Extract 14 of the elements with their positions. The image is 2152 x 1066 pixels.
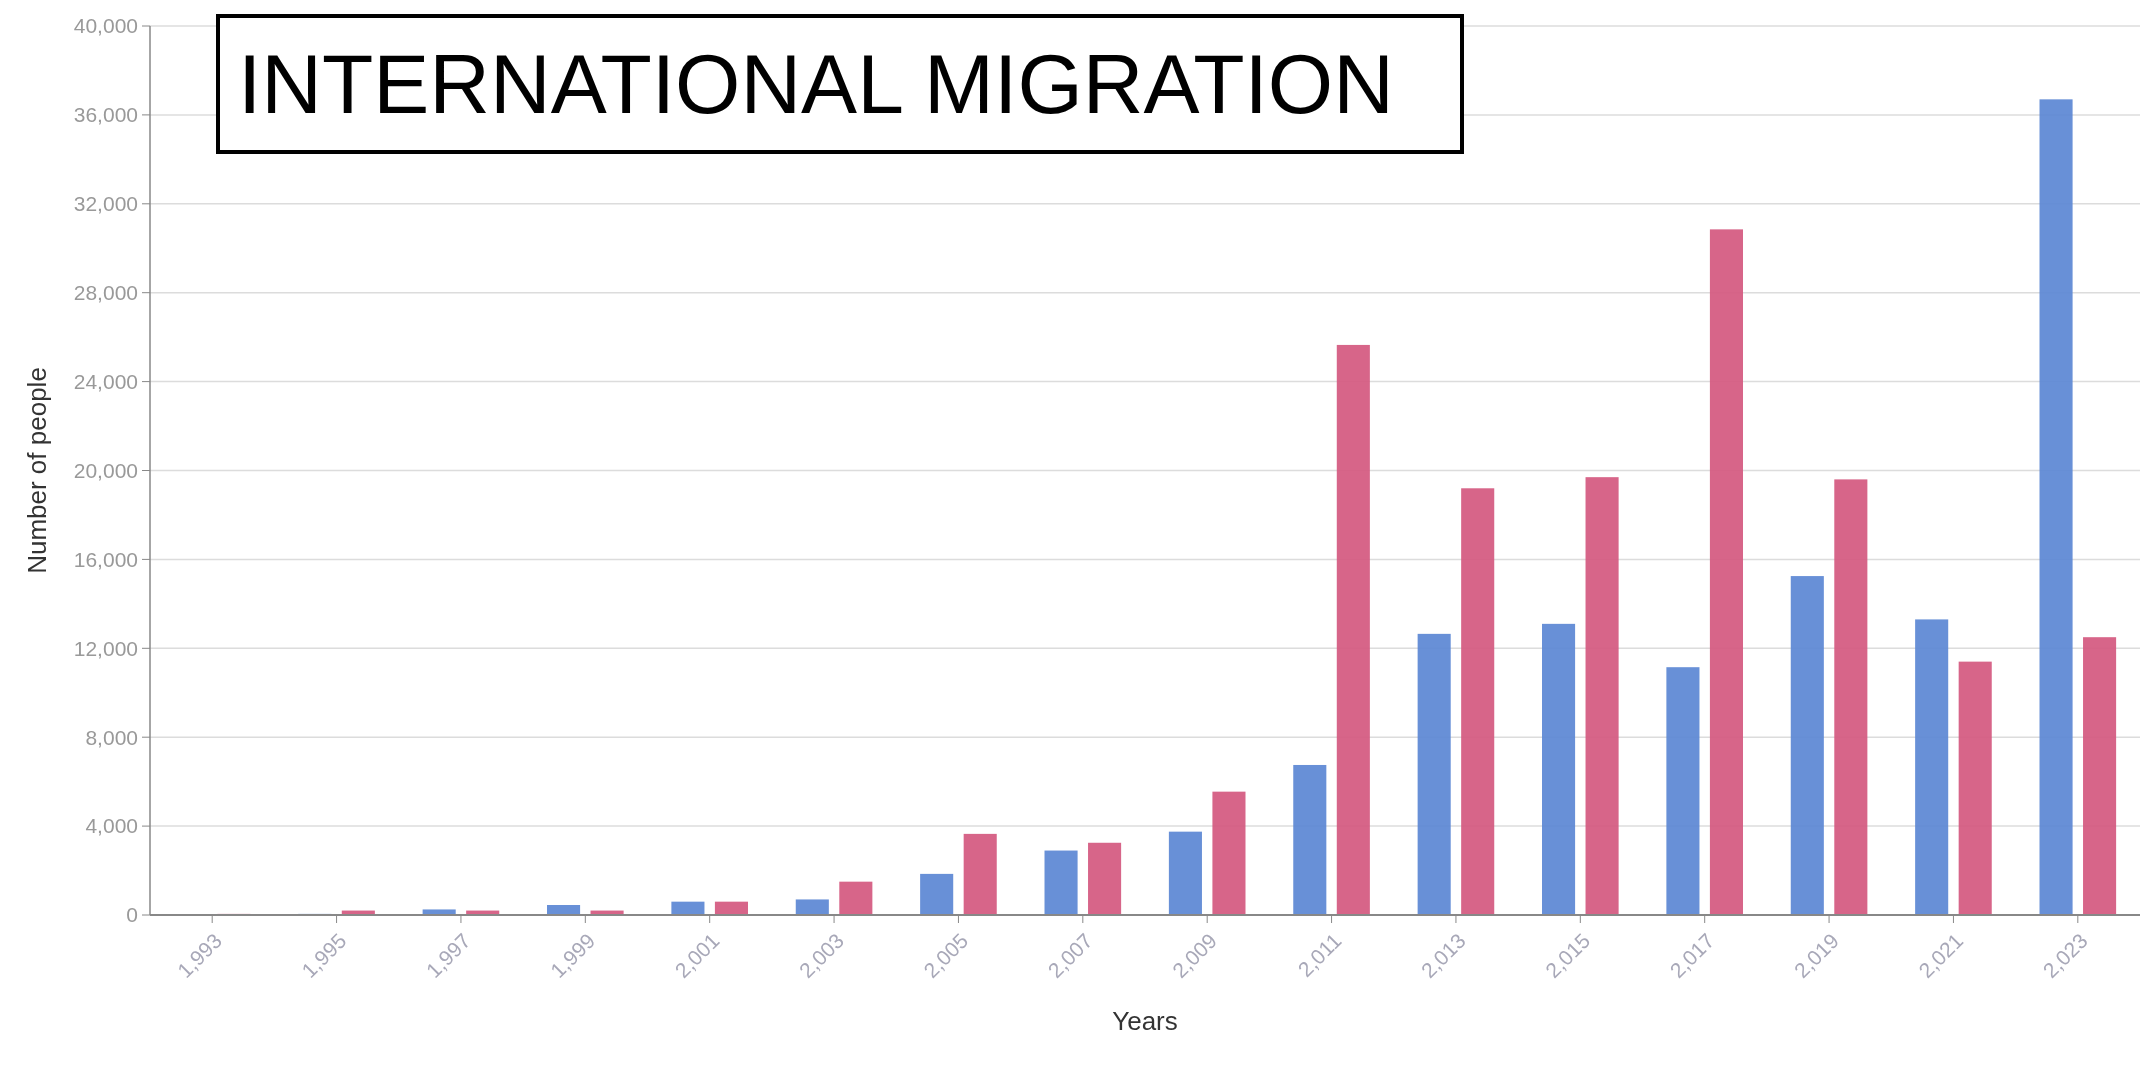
y-axis-title: Number of people: [22, 367, 52, 574]
y-tick-label: 32,000: [73, 192, 138, 216]
y-tick-label: 16,000: [73, 547, 138, 571]
y-tick-label: 24,000: [73, 369, 138, 393]
chart-title: INTERNATIONAL MIGRATION: [238, 37, 1394, 132]
y-tick-label: 28,000: [73, 281, 138, 305]
y-tick-label: 36,000: [73, 103, 138, 127]
y-tick-label: 20,000: [73, 458, 138, 482]
x-axis-title: Years: [1112, 1006, 1178, 1036]
y-tick-label: 40,000: [73, 14, 138, 38]
y-tick-label: 12,000: [73, 636, 138, 660]
y-tick-label: 0: [126, 903, 138, 927]
y-tick-label: 4,000: [85, 814, 138, 838]
y-tick-label: 8,000: [85, 725, 138, 749]
